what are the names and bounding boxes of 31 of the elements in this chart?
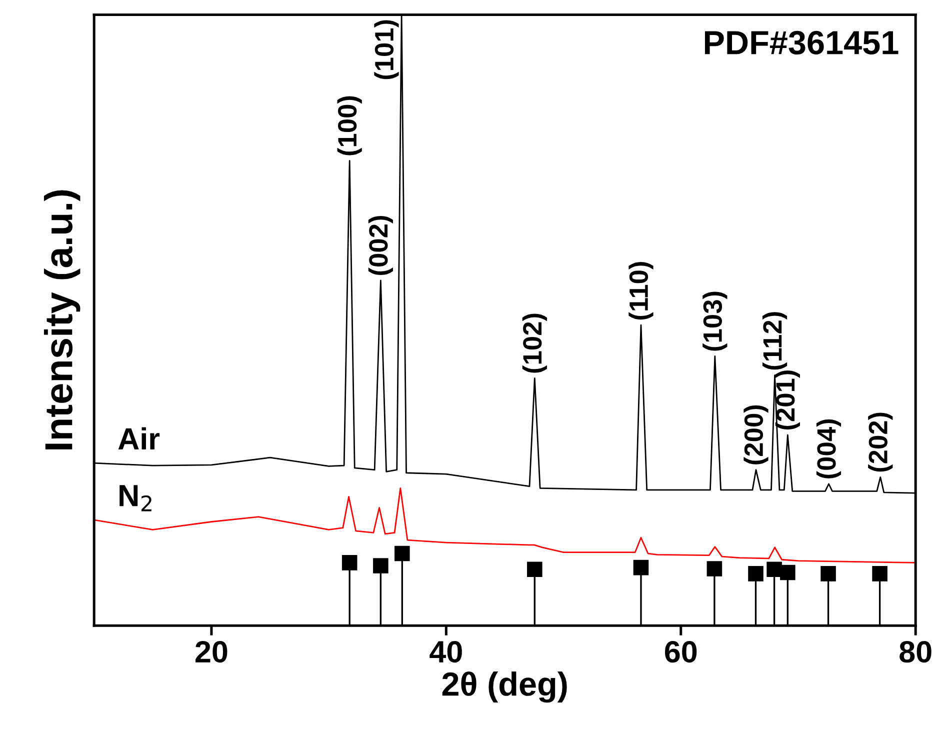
annotation: (103)	[702, 292, 728, 351]
point	[820, 566, 836, 582]
point	[633, 560, 649, 576]
y-axis-title: Intensity (a.u.)	[44, 190, 80, 450]
annotation: (102)	[522, 314, 547, 373]
point	[527, 562, 542, 578]
annotation: (202)	[868, 412, 893, 472]
point	[394, 546, 410, 562]
annotation: (112)	[762, 312, 788, 370]
annotation: (110)	[628, 262, 654, 320]
point	[373, 558, 388, 574]
annotation: (200)	[744, 405, 768, 464]
point	[766, 562, 782, 578]
point	[748, 566, 764, 582]
x-tick-label: 20	[196, 640, 228, 663]
x-axis-title: 2θ (deg)	[442, 671, 567, 703]
annotation: PDF#361451	[704, 30, 898, 55]
series-label: Air	[118, 427, 160, 450]
annotation: (101)	[374, 20, 399, 80]
x-tick-label: 60	[665, 640, 697, 663]
point	[872, 566, 888, 582]
series-label: N$_{2}$	[120, 485, 152, 512]
point	[780, 564, 796, 580]
point	[706, 561, 722, 576]
point	[342, 555, 358, 570]
x-tick-label: 80	[900, 640, 932, 663]
annotation: (201)	[775, 370, 800, 430]
annotation: (004)	[816, 419, 842, 478]
x-tick-label: 40	[430, 640, 462, 663]
annotation: (100)	[337, 96, 362, 156]
annotation: (002)	[368, 216, 393, 275]
